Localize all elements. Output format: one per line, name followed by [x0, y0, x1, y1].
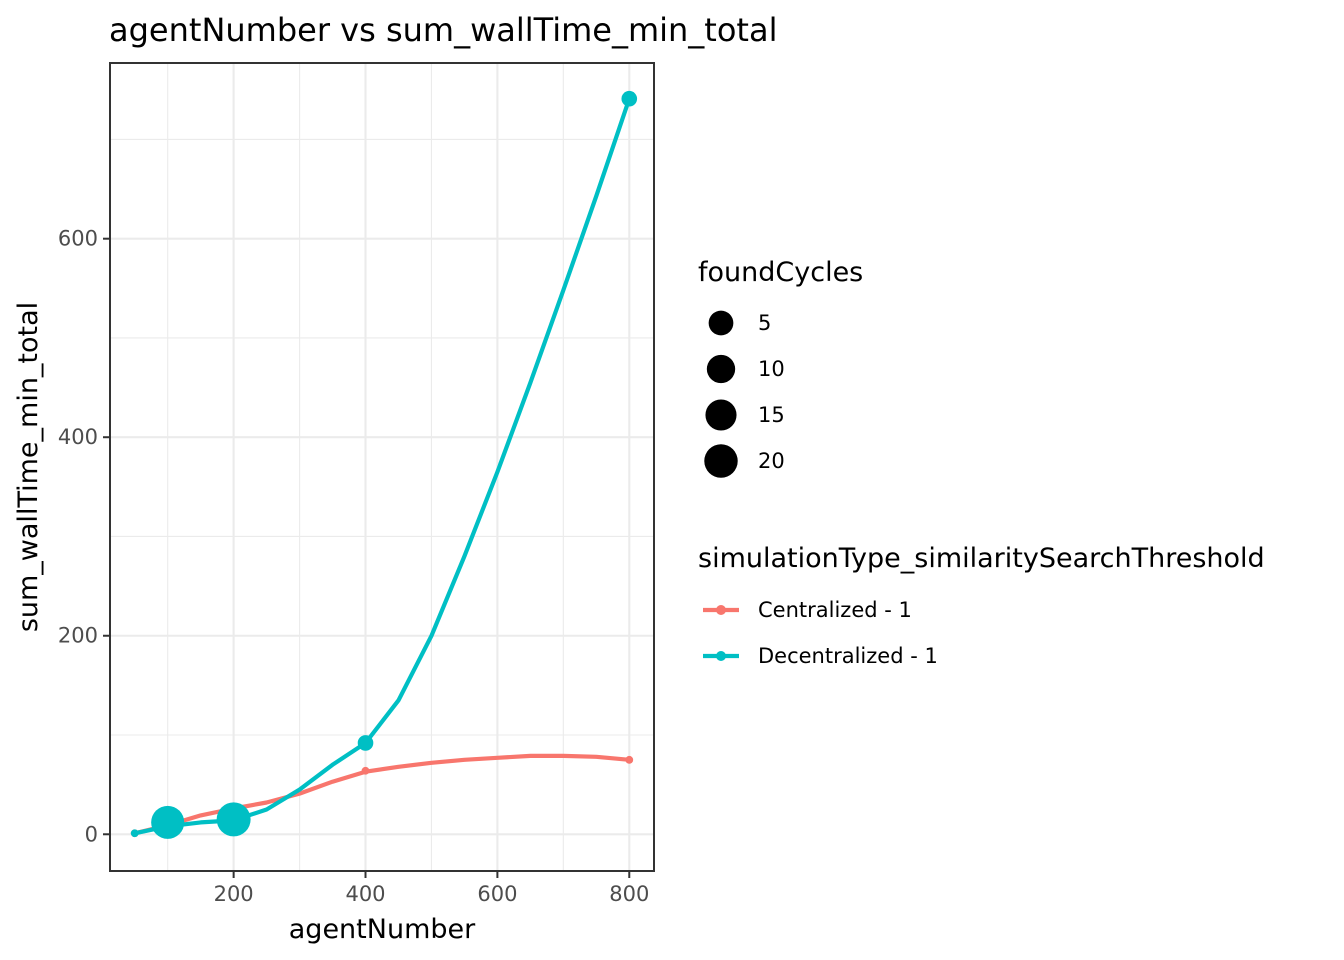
data-point-centralized-1	[361, 766, 370, 775]
color-legend-label: Decentralized - 1	[758, 644, 938, 668]
color-legend-keys: Centralized - 1 Decentralized - 1	[703, 598, 938, 668]
color-legend-dot	[716, 651, 726, 661]
data-point-centralized-1	[625, 755, 634, 764]
chart-title: agentNumber vs sum_wallTime_min_total	[109, 11, 777, 49]
size-legend-title: foundCycles	[698, 257, 863, 288]
y-axis: 0 200 400 600	[58, 227, 110, 846]
x-tick-label: 400	[345, 882, 385, 906]
size-legend-keys: 5 10 15 20	[704, 310, 785, 478]
size-legend-key	[706, 354, 736, 384]
data-point-decentralized-1	[621, 90, 638, 107]
x-tick-label: 200	[214, 882, 254, 906]
color-legend-title: simulationType_similaritySearchThreshold	[698, 543, 1265, 574]
x-tick-label: 600	[477, 882, 517, 906]
y-axis-title: sum_wallTime_min_total	[13, 302, 44, 632]
panel-border	[109, 62, 655, 872]
x-axis: 200 400 600 800	[214, 871, 649, 906]
x-tick-label: 800	[609, 882, 649, 906]
data-point-decentralized-1	[130, 829, 139, 838]
size-legend-key	[704, 444, 738, 478]
size-legend-key	[708, 310, 734, 336]
size-legend-key	[705, 399, 737, 431]
size-legend-label: 20	[758, 449, 785, 473]
data-point-decentralized-1	[357, 735, 374, 751]
data-point-decentralized-1	[151, 805, 185, 839]
y-tick-label: 0	[85, 822, 98, 846]
series-layer	[130, 90, 638, 839]
color-legend-dot	[716, 605, 726, 615]
panel-background	[110, 63, 654, 871]
size-legend: foundCycles 5 10 15 20	[698, 257, 863, 478]
color-legend: simulationType_similaritySearchThreshold…	[698, 543, 1265, 668]
x-axis-title: agentNumber	[289, 914, 476, 945]
color-legend-label: Centralized - 1	[758, 598, 912, 622]
size-legend-label: 5	[758, 311, 771, 335]
size-legend-label: 15	[758, 403, 785, 427]
series-line-centralized-1	[134, 753, 630, 836]
y-tick-label: 400	[58, 425, 98, 449]
y-tick-label: 200	[58, 624, 98, 648]
data-point-decentralized-1	[216, 802, 251, 837]
plot-panel	[109, 62, 655, 872]
series-decentralized-1	[130, 90, 638, 839]
size-legend-label: 10	[758, 357, 785, 381]
y-tick-label: 600	[58, 227, 98, 251]
